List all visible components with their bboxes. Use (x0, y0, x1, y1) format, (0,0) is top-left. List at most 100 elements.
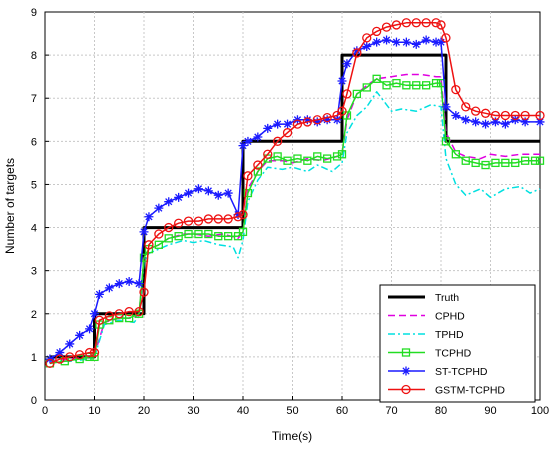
point-gstm-tcphd (94, 315, 105, 325)
point-gstm-tcphd (89, 347, 100, 358)
x-tick-label: 20 (138, 405, 150, 417)
point-tcphd (164, 234, 173, 243)
point-gstm-tcphd (282, 128, 293, 138)
point-gstm-tcphd (535, 110, 545, 121)
legend-label-tcphd: TCPHD (435, 348, 472, 360)
line-gstm-tcphd (49, 22, 540, 365)
point-tcphd (491, 158, 500, 168)
point-tcphd (382, 81, 391, 90)
legend-marker-tcphd (401, 348, 411, 357)
point-gstm-tcphd (75, 350, 85, 360)
legend-label-st-tcphd: ST-TCPHD (435, 366, 488, 378)
point-st-tcphd (124, 276, 134, 286)
legend-label-tphd: TPHD (435, 329, 464, 341)
point-tcphd (412, 81, 421, 90)
point-gstm-tcphd (411, 18, 421, 28)
point-gstm-tcphd (124, 306, 134, 317)
point-gstm-tcphd (193, 216, 204, 226)
point-gstm-tcphd (441, 33, 451, 43)
x-tick-label: 10 (88, 405, 100, 417)
point-st-tcphd (391, 37, 401, 47)
point-st-tcphd (223, 188, 233, 198)
y-axis-label: Number of targets (3, 158, 17, 254)
point-tcphd (233, 232, 243, 241)
point-gstm-tcphd (272, 136, 283, 146)
point-st-tcphd (85, 324, 95, 334)
point-tcphd (501, 158, 510, 168)
point-st-tcphd (213, 190, 223, 200)
point-gstm-tcphd (461, 102, 471, 112)
point-st-tcphd (203, 186, 213, 196)
point-gstm-tcphd (451, 84, 461, 95)
point-st-tcphd (337, 76, 347, 86)
point-gstm-tcphd (510, 110, 520, 121)
x-tick-label: 60 (336, 405, 348, 417)
point-st-tcphd (471, 117, 481, 127)
point-tcphd (431, 78, 441, 88)
point-gstm-tcphd (362, 33, 372, 43)
x-axis-label: Time(s) (272, 429, 312, 443)
point-gstm-tcphd (203, 214, 214, 224)
point-gstm-tcphd (139, 287, 149, 297)
point-tcphd (421, 81, 431, 90)
x-tick-label: 50 (286, 405, 298, 417)
x-tick-label: 40 (237, 405, 249, 417)
point-tcphd (392, 78, 401, 88)
point-st-tcphd (283, 119, 293, 129)
point-gstm-tcphd (352, 48, 362, 58)
point-gstm-tcphd (183, 216, 194, 226)
point-gstm-tcphd (213, 214, 223, 224)
point-st-tcphd (481, 119, 491, 129)
point-gstm-tcphd (223, 214, 233, 224)
point-gstm-tcphd (253, 160, 263, 170)
point-gstm-tcphd (337, 106, 347, 116)
y-tick-label: 3 (31, 266, 37, 278)
point-gstm-tcphd (292, 119, 303, 129)
point-st-tcphd (233, 210, 243, 220)
legend-marker-gstm-tcphd (401, 384, 411, 395)
point-st-tcphd (65, 339, 75, 349)
x-tick-label: 30 (187, 405, 199, 417)
point-gstm-tcphd (302, 117, 313, 127)
y-tick-label: 5 (31, 179, 37, 191)
point-tcphd (530, 156, 540, 165)
point-tcphd (184, 229, 193, 239)
point-st-tcphd (520, 117, 530, 127)
x-tick-label: 90 (484, 405, 496, 417)
point-tcphd (243, 188, 253, 198)
point-st-tcphd (253, 132, 263, 142)
point-st-tcphd (238, 141, 248, 151)
point-gstm-tcphd (490, 110, 501, 121)
point-st-tcphd (139, 227, 149, 237)
point-tcphd (402, 81, 411, 90)
point-st-tcphd (411, 39, 421, 49)
point-tcphd (223, 232, 233, 241)
point-st-tcphd (342, 59, 352, 69)
point-tcphd (451, 150, 461, 159)
point-tcphd (125, 313, 134, 323)
point-st-tcphd (243, 136, 253, 146)
point-tcphd (471, 158, 480, 168)
point-st-tcphd (193, 184, 203, 194)
point-gstm-tcphd (436, 20, 446, 30)
point-tcphd (194, 229, 203, 239)
point-st-tcphd (382, 35, 392, 45)
point-tcphd (293, 154, 302, 163)
point-tcphd (204, 229, 213, 239)
point-tcphd (511, 158, 520, 168)
point-tcphd (521, 156, 530, 165)
point-gstm-tcphd (322, 112, 332, 123)
point-st-tcphd (441, 102, 451, 112)
legend-marker-st-tcphd (401, 366, 411, 376)
point-tcphd (481, 160, 490, 170)
y-tick-label: 7 (31, 93, 37, 105)
point-st-tcphd (401, 37, 411, 47)
x-tick-label: 70 (385, 405, 397, 417)
point-tcphd (253, 167, 263, 176)
point-tcphd (362, 83, 371, 92)
point-gstm-tcphd (480, 108, 491, 118)
point-gstm-tcphd (470, 106, 481, 116)
point-st-tcphd (164, 197, 174, 207)
point-gstm-tcphd (55, 354, 65, 364)
point-gstm-tcphd (431, 18, 441, 28)
